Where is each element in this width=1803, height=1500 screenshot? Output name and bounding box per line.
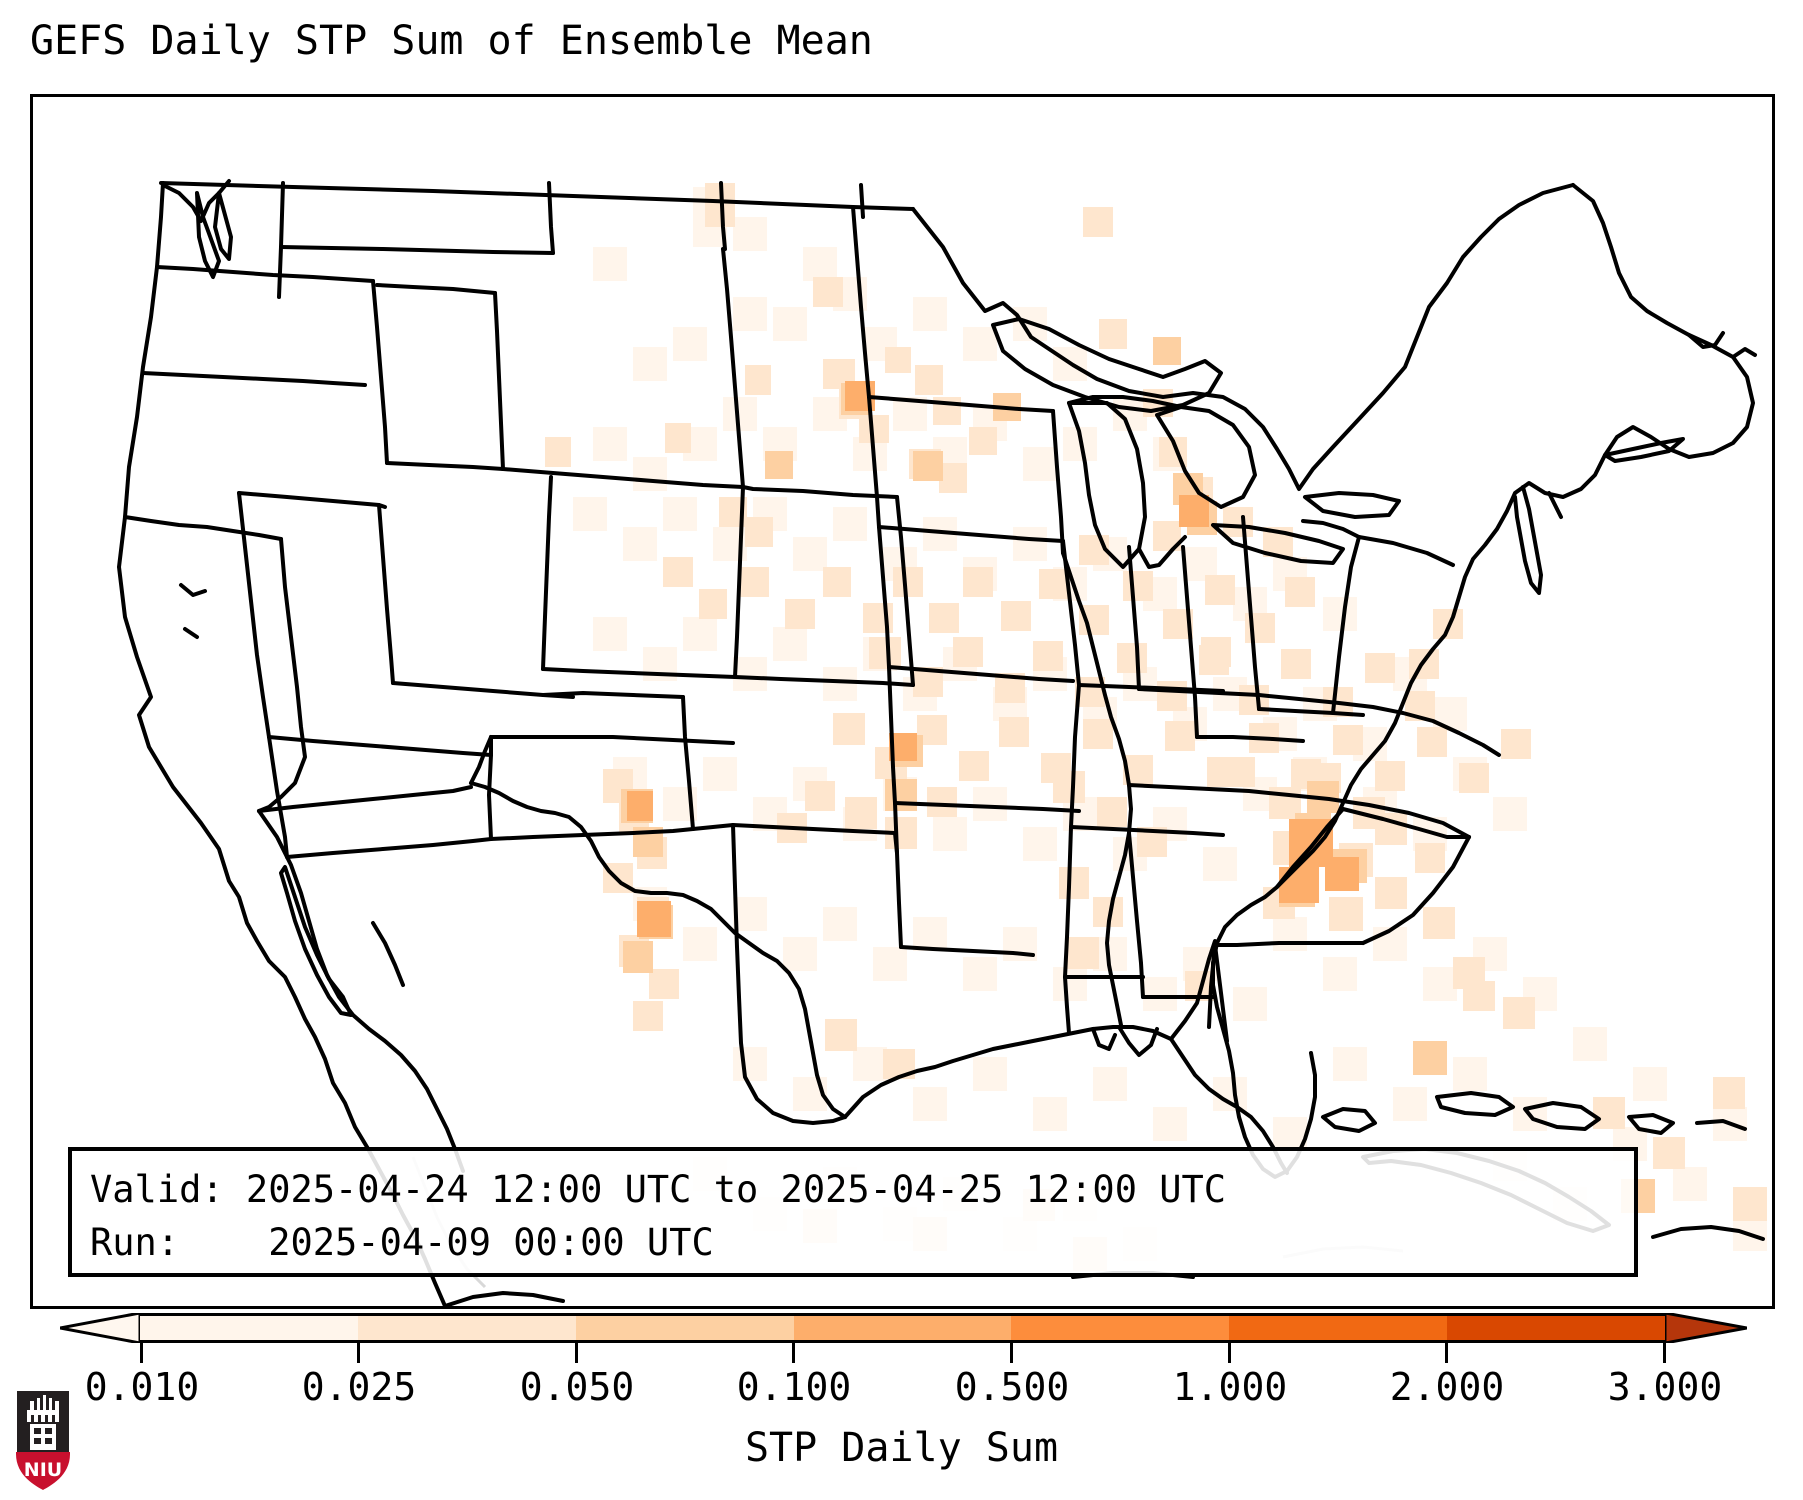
heatmap-cells [545, 183, 1767, 1271]
niu-logo-text: NIU [24, 1459, 62, 1481]
map-panel[interactable]: Valid: 2025-04-24 12:00 UTC to 2025-04-2… [30, 94, 1775, 1309]
map-geography [117, 179, 1765, 1306]
run-time-line: Run: 2025-04-09 00:00 UTC [90, 1221, 714, 1264]
colorbar-tick [357, 1343, 360, 1363]
colorbar-segment-7 [1447, 1316, 1666, 1340]
valid-time-line: Valid: 2025-04-24 12:00 UTC to 2025-04-2… [90, 1168, 1227, 1211]
colorbar-tick-label: 3.000 [1607, 1365, 1723, 1409]
colorbar-gradient [140, 1313, 1666, 1343]
colorbar-segment-4 [793, 1316, 1012, 1340]
colorbar-tick [1445, 1343, 1448, 1363]
colorbar-tick [1010, 1343, 1013, 1363]
colorbar-tick-label: 1.000 [1172, 1365, 1288, 1409]
colorbar-tick [792, 1343, 795, 1363]
info-textbox: Valid: 2025-04-24 12:00 UTC to 2025-04-2… [68, 1147, 1638, 1277]
colorbar-segment-5 [1011, 1316, 1230, 1340]
colorbar-segment-1 [140, 1316, 358, 1340]
colorbar-tick [140, 1343, 143, 1363]
colorbar[interactable]: 0.010 0.025 0.050 0.100 0.500 1.000 2.00… [30, 1313, 1775, 1409]
colorbar-tick-label: 0.500 [954, 1365, 1070, 1409]
colorbar-segment-3 [575, 1316, 794, 1340]
colorbar-over-arrow [1665, 1313, 1747, 1343]
colorbar-axis-label: STP Daily Sum [744, 1425, 1059, 1471]
colorbar-under-arrow [60, 1313, 140, 1343]
niu-logo: NIU [15, 1389, 71, 1492]
colorbar-tick-label: 0.010 [84, 1365, 200, 1409]
colorbar-tick-label: 0.050 [519, 1365, 635, 1409]
page-title: GEFS Daily STP Sum of Ensemble Mean [30, 18, 873, 64]
colorbar-tick-label: 0.100 [736, 1365, 852, 1409]
map-svg [33, 97, 1772, 1306]
colorbar-tick-label: 0.025 [301, 1365, 417, 1409]
colorbar-tick-label: 2.000 [1389, 1365, 1505, 1409]
colorbar-tick [575, 1343, 578, 1363]
colorbar-segment-2 [357, 1316, 576, 1340]
colorbar-segment-6 [1229, 1316, 1448, 1340]
colorbar-tick [1663, 1343, 1666, 1363]
colorbar-tick [1228, 1343, 1231, 1363]
